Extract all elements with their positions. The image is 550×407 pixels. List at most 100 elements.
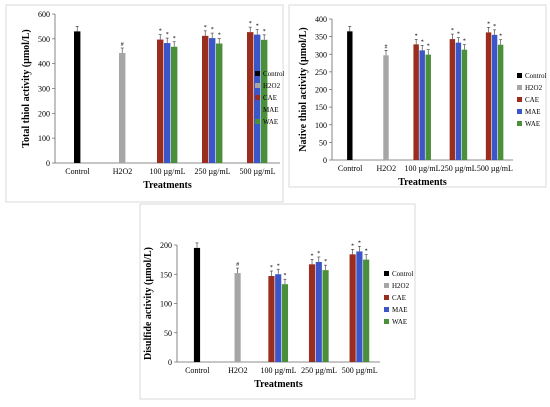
x-tick-label: 500 µg/mL [477,164,513,173]
significance-mark: * [351,243,354,249]
y-tick-label: 100 [38,134,50,143]
x-axis-title: Treatments [254,379,303,390]
x-tick-label: 250 µg/mL [195,167,231,176]
significance-mark: # [121,42,124,48]
significance-mark: * [256,24,259,30]
legend-swatch-mae [384,307,389,312]
significance-mark: * [277,263,280,269]
x-tick-label: Control [185,366,210,375]
y-tick-label: 100 [160,300,172,309]
legend-label-mae: MAE [263,106,279,114]
legend-label-cae: CAE [525,96,539,104]
bar-mae-100 [164,43,171,163]
y-tick-label: 200 [315,86,327,95]
legend-swatch-wae [384,319,389,324]
bar-wae-100 [425,54,431,160]
significance-mark: * [427,44,430,50]
legend-swatch-control [255,71,260,76]
significance-mark: * [249,21,252,27]
bar-wae-500 [363,259,370,362]
legend-swatch-h2o2 [255,83,260,88]
x-tick-label: Control [338,164,363,173]
y-tick-label: 0 [323,156,327,165]
legend-label-control: Control [525,72,546,80]
legend-label-cae: CAE [263,94,277,102]
bar-cae-250 [308,264,316,362]
bar-wae-500 [497,44,504,160]
legend-label-mae: MAE [525,108,541,116]
bar-wae-250 [216,43,223,163]
bar-control-control [74,31,81,164]
legend-swatch-wae [255,119,260,124]
bar-mae-100 [275,274,282,362]
bar-cae-250 [449,39,456,160]
legend-label-mae: MAE [392,306,408,314]
significance-mark: * [463,39,466,45]
legend-swatch-control [384,271,389,276]
bar-mae-250 [455,42,462,160]
x-tick-label: 100 µg/mL [261,366,297,375]
y-tick-label: 400 [38,60,50,69]
bar-h2o2-h2o2 [383,55,389,161]
legend-label-h2o2: H2O2 [525,84,543,92]
legend-swatch-cae [384,295,389,300]
x-tick-label: 250 µg/mL [301,366,337,375]
y-tick-label: 200 [160,241,172,250]
bar-mae-500 [356,251,363,362]
y-tick-label: 100 [315,121,327,130]
bar-mae-250 [315,261,322,362]
y-tick-label: 300 [315,50,327,59]
significance-mark: * [415,33,418,39]
panel-total-thiol: 0 100 200 300 400 500 600 Total thiol activity … [5,4,284,203]
y-tick-label: 250 [315,68,327,77]
bar-mae-500 [491,34,498,160]
legend-label-cae: CAE [392,294,406,302]
y-tick-label: 200 [38,109,50,118]
panel-frame [5,4,284,203]
significance-mark: * [365,249,368,255]
significance-mark: * [457,32,460,38]
significance-mark: * [358,240,361,246]
bar-cae-100 [413,44,419,160]
y-tick-label: 0 [168,358,172,367]
y-tick-label: 500 [38,35,50,44]
legend-label-wae: WAE [392,318,407,326]
x-tick-label: 250 µg/mL [441,164,477,173]
x-tick-label: 500 µg/mL [240,167,276,176]
panel-disulfide: 0 50 100 150 200 Disulfide activity (µmol/L) C… [139,203,416,400]
legend-swatch-wae [517,121,522,126]
y-tick-label: 50 [164,329,172,338]
bar-mae-100 [419,50,425,161]
significance-mark: * [317,251,320,257]
bar-wae-500 [261,39,268,163]
y-tick-label: 600 [38,10,50,19]
bar-cae-500 [485,32,492,160]
significance-mark: * [166,32,169,38]
x-axis-title: Treatments [143,180,192,191]
bar-control-control [347,31,353,161]
x-tick-label: H2O2 [377,164,397,173]
x-tick-label: H2O2 [113,167,133,176]
bar-control-control [193,247,201,362]
x-tick-label: H2O2 [228,366,248,375]
bar-cae-250 [202,35,209,163]
significance-mark: * [487,21,490,27]
y-tick-label: 300 [38,85,50,94]
y-tick-label: 150 [160,270,172,279]
bar-h2o2-h2o2 [119,52,126,163]
legend-label-wae: WAE [263,118,278,126]
significance-mark: # [236,262,239,268]
significance-mark: * [283,273,286,279]
y-tick-label: 50 [319,138,327,147]
significance-mark: * [173,36,176,42]
legend-label-h2o2: H2O2 [392,282,410,290]
legend-swatch-cae [255,95,260,100]
legend-swatch-cae [517,97,522,102]
significance-mark: * [324,259,327,265]
y-axis-title: Disulfide activity (µmol/L) [143,247,154,360]
x-tick-label: 500 µg/mL [342,366,378,375]
legend-label-control: Control [392,270,413,278]
significance-mark: * [204,25,207,31]
bar-wae-100 [171,46,178,163]
